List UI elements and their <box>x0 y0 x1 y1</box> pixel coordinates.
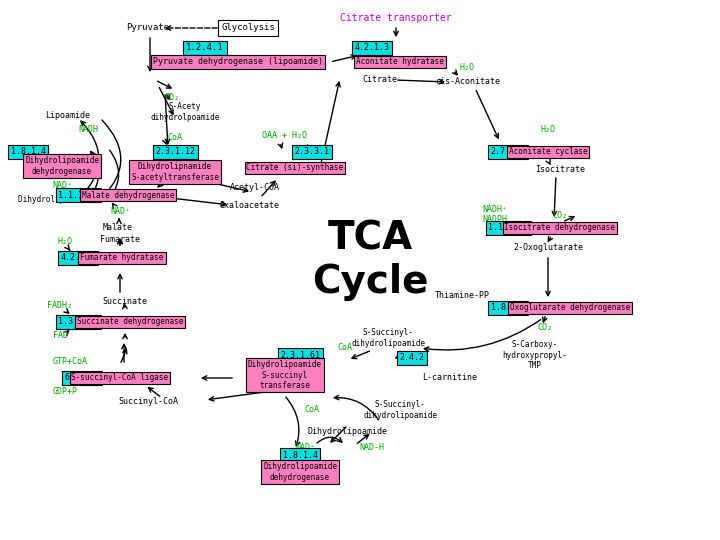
Text: 1.2.4.1: 1.2.4.1 <box>186 44 224 52</box>
Text: NADH: NADH <box>78 125 98 134</box>
Text: CO₂: CO₂ <box>538 323 552 333</box>
Text: 2.4.2: 2.4.2 <box>400 354 425 362</box>
Text: Fumarate: Fumarate <box>100 235 140 245</box>
Text: Isocitrate: Isocitrate <box>535 165 585 174</box>
Text: Pyruvate: Pyruvate <box>127 24 169 32</box>
Text: 2.3.1.12: 2.3.1.12 <box>155 147 195 157</box>
Text: Pyruvate dehydrogenase (lipoamide): Pyruvate dehydrogenase (lipoamide) <box>153 57 323 66</box>
Text: FADH₂: FADH₂ <box>48 300 73 309</box>
Text: Dihydrolipoamide: Dihydrolipoamide <box>308 428 388 436</box>
Text: Thiamine-PP: Thiamine-PP <box>434 291 490 300</box>
Text: 1.1.1.37: 1.1.1.37 <box>58 191 98 199</box>
Text: cis-Aconitate: cis-Aconitate <box>436 78 500 86</box>
Text: NAD⁺: NAD⁺ <box>110 207 130 217</box>
Text: Oxoglutarate dehydrogenase: Oxoglutarate dehydrogenase <box>510 303 630 313</box>
Text: Isocitrate dehydrogenase: Isocitrate dehydrogenase <box>505 224 616 233</box>
Text: 1.8.1.4: 1.8.1.4 <box>11 147 45 157</box>
Text: 2.3.3.1: 2.3.3.1 <box>294 147 330 157</box>
Text: S-succinyl-CoA ligase: S-succinyl-CoA ligase <box>71 374 168 382</box>
Text: CoA: CoA <box>338 343 353 353</box>
Text: H₂O: H₂O <box>541 125 556 134</box>
Text: Lipoamide: Lipoamide <box>45 111 91 119</box>
Text: NAD⁺: NAD⁺ <box>295 443 315 453</box>
Text: CO₂: CO₂ <box>164 93 179 103</box>
Text: S-Succinyl-
dihydrolipoamide: S-Succinyl- dihydrolipoamide <box>363 400 437 420</box>
Text: 1.1.1.42: 1.1.1.42 <box>488 224 528 233</box>
Text: Succinate dehydrogenase: Succinate dehydrogenase <box>77 318 183 327</box>
Text: Acetyl-CoA: Acetyl-CoA <box>230 184 280 192</box>
Text: GTP+CoA: GTP+CoA <box>53 357 88 367</box>
Text: GDP+P: GDP+P <box>53 388 78 396</box>
Text: Dihydrolipoamide
dehydrogenase: Dihydrolipoamide dehydrogenase <box>263 462 337 482</box>
Text: Dihydrolipoamide
S-succinyl
transferase: Dihydrolipoamide S-succinyl transferase <box>248 360 322 390</box>
Text: 4.2.1.3: 4.2.1.3 <box>354 44 390 52</box>
Text: 2.7.1.3: 2.7.1.3 <box>490 147 526 157</box>
Text: 1.8.4.2: 1.8.4.2 <box>490 303 526 313</box>
Text: CoA: CoA <box>168 132 182 141</box>
Text: 2.3.1.61: 2.3.1.61 <box>280 350 320 360</box>
Text: Aconitate hydratase: Aconitate hydratase <box>356 57 444 66</box>
Text: Oxaloacetate: Oxaloacetate <box>220 200 280 210</box>
Text: Dihydrolipnamide
S-acetyltransferase: Dihydrolipnamide S-acetyltransferase <box>131 163 219 181</box>
Text: S-Acety
dihydrolpoamide: S-Acety dihydrolpoamide <box>150 102 220 122</box>
Text: Glycolysis: Glycolysis <box>221 24 275 32</box>
Text: Succinate: Succinate <box>102 298 148 307</box>
Text: 6.2.1.5: 6.2.1.5 <box>65 374 99 382</box>
Text: Succinyl-CoA: Succinyl-CoA <box>118 397 178 407</box>
Text: CO₂: CO₂ <box>552 211 567 219</box>
Text: 2-Oxoglutarate: 2-Oxoglutarate <box>513 244 583 253</box>
Text: NADH: NADH <box>155 173 175 183</box>
Text: Malate: Malate <box>103 224 133 233</box>
Text: OAA + H₂O: OAA + H₂O <box>261 132 307 140</box>
Text: NAD⁺: NAD⁺ <box>52 180 72 190</box>
Text: Citrate (si)-synthase: Citrate (si)-synthase <box>246 164 343 172</box>
Text: 1.8.1.4: 1.8.1.4 <box>282 450 318 460</box>
Text: NADH⁺: NADH⁺ <box>482 206 508 214</box>
Text: 4.2.1.2: 4.2.1.2 <box>60 253 96 262</box>
Text: Fumarate hydratase: Fumarate hydratase <box>81 253 163 262</box>
Text: CoA: CoA <box>305 406 320 415</box>
Text: S-Succinyl-
dihydrolipoamide: S-Succinyl- dihydrolipoamide <box>351 328 425 348</box>
Text: TCA
Cycle: TCA Cycle <box>312 219 428 301</box>
Text: FAD: FAD <box>53 330 68 340</box>
Text: Malate dehydrogenase: Malate dehydrogenase <box>82 191 174 199</box>
Text: Aconitate cyclase: Aconitate cyclase <box>509 147 588 157</box>
Text: H₂O: H₂O <box>58 238 73 246</box>
Text: NAD-H: NAD-H <box>359 443 384 453</box>
Text: Dihydrolipoamide
dehydrogenase: Dihydrolipoamide dehydrogenase <box>25 156 99 176</box>
Text: Dihydrol poamide: Dihydrol poamide <box>18 195 92 205</box>
Text: L-carnitine: L-carnitine <box>423 374 477 382</box>
Text: NADPH: NADPH <box>482 215 508 225</box>
Text: H₂O: H₂O <box>459 64 474 72</box>
Text: 1.3.99.1: 1.3.99.1 <box>58 318 98 327</box>
Text: S-Carboxy-
hydroxypropyl-
TMP: S-Carboxy- hydroxypropyl- TMP <box>503 340 567 370</box>
Text: Citrate transporter: Citrate transporter <box>340 13 452 23</box>
Text: Citrate: Citrate <box>362 76 397 84</box>
